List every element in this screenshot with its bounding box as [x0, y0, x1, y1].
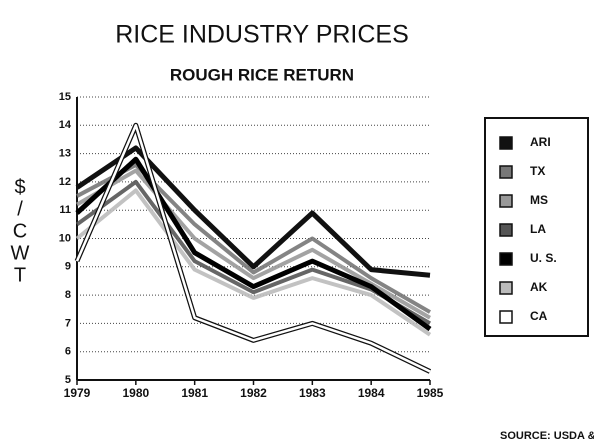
legend-swatch: [499, 252, 513, 266]
series-line: [76, 162, 431, 314]
x-tick-label: 1983: [299, 386, 326, 400]
y-axis-label: W: [11, 242, 30, 264]
x-tick-label: 1981: [181, 386, 208, 400]
chart-title: RICE INDUSTRY PRICES: [115, 21, 409, 49]
x-tick-label: 1984: [358, 386, 385, 400]
series-line: [76, 168, 431, 320]
legend-label: U. S.: [530, 251, 557, 265]
legend-swatch: [499, 281, 513, 295]
y-tick-label: 7: [65, 317, 71, 329]
series-line: [75, 145, 431, 278]
y-axis-label: $: [14, 176, 25, 198]
y-tick-label: 11: [59, 204, 71, 216]
legend-label: MS: [530, 193, 548, 207]
x-tick-label: 1982: [240, 386, 267, 400]
x-tick-label: 1979: [64, 386, 91, 400]
source-note: SOURCE: USDA & ARI DATA: [500, 430, 594, 442]
legend-swatch: [499, 310, 513, 324]
y-tick-label: 13: [59, 148, 71, 160]
legend-swatch: [499, 136, 513, 150]
legend-label: LA: [530, 222, 546, 236]
x-tick-label: 1980: [122, 386, 149, 400]
y-tick-label: 12: [59, 176, 71, 188]
series-line: [75, 124, 431, 373]
y-tick-label: 10: [59, 232, 71, 244]
legend-label: CA: [530, 309, 548, 323]
y-axis-label: /: [17, 198, 23, 220]
series-line: [75, 156, 432, 332]
legend-swatch: [499, 223, 513, 237]
x-tick-label: 1985: [417, 386, 444, 400]
chart-subtitle: ROUGH RICE RETURN: [170, 65, 354, 84]
legend-box: [484, 117, 589, 337]
y-tick-label: 5: [65, 374, 71, 386]
y-tick-label: 8: [65, 289, 71, 301]
y-tick-label: 15: [59, 91, 71, 103]
y-tick-label: 9: [65, 261, 71, 273]
series-line: [75, 188, 432, 337]
legend-label: TX: [530, 164, 545, 178]
legend-swatch: [499, 194, 513, 208]
y-axis-label: T: [14, 264, 26, 286]
y-axis-label: C: [13, 220, 27, 242]
y-tick-label: 14: [59, 119, 72, 131]
legend-swatch: [499, 165, 513, 179]
y-tick-label: 6: [65, 346, 71, 358]
legend-label: AK: [530, 280, 548, 294]
series-line: [75, 179, 431, 326]
legend-label: ARI: [530, 135, 551, 149]
